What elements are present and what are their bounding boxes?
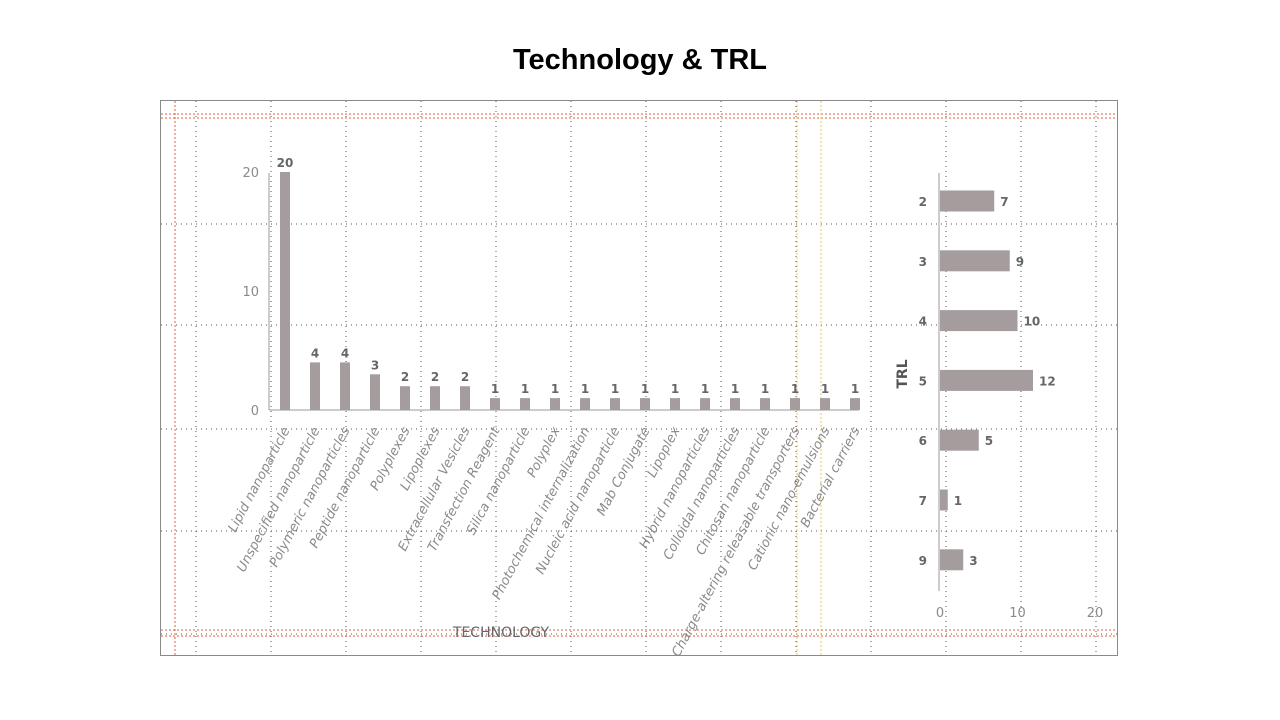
y-tick-label: 0 xyxy=(251,404,259,419)
bar xyxy=(940,250,1010,271)
category-label: 7 xyxy=(919,494,927,508)
data-label: 1 xyxy=(671,382,679,396)
category-label: 2 xyxy=(919,195,927,209)
bar xyxy=(640,398,650,410)
data-label: 20 xyxy=(277,156,294,170)
bar xyxy=(790,398,800,410)
bar xyxy=(940,191,994,212)
y-axis-title: TRL xyxy=(895,359,911,388)
bar xyxy=(940,430,979,451)
bar xyxy=(670,398,680,410)
y-tick-label: 10 xyxy=(242,285,259,300)
x-tick-label: 20 xyxy=(1087,606,1104,621)
data-label: 1 xyxy=(821,382,829,396)
data-label: 2 xyxy=(401,370,409,384)
data-label: 1 xyxy=(954,494,962,508)
bar xyxy=(310,362,320,410)
data-label: 2 xyxy=(461,370,469,384)
data-label: 10 xyxy=(1024,315,1041,329)
bar xyxy=(940,370,1033,391)
x-tick-label: 10 xyxy=(1009,606,1026,621)
bar xyxy=(580,398,590,410)
bar xyxy=(520,398,530,410)
data-label: 1 xyxy=(611,382,619,396)
data-label: 1 xyxy=(641,382,649,396)
data-label: 4 xyxy=(341,346,349,360)
bar xyxy=(610,398,620,410)
data-label: 7 xyxy=(1000,195,1008,209)
category-label: 6 xyxy=(919,434,927,448)
bar xyxy=(820,398,830,410)
x-tick-label: 0 xyxy=(936,606,944,621)
bar xyxy=(460,386,470,410)
data-label: 1 xyxy=(521,382,529,396)
data-label: 1 xyxy=(491,382,499,396)
x-axis-title: TECHNOLOGY xyxy=(452,625,550,641)
data-label: 9 xyxy=(1016,255,1024,269)
technology-chart: 0102020Lipid nanoparticle4Unspecified na… xyxy=(226,156,864,655)
category-label: 5 xyxy=(919,374,927,388)
data-label: 1 xyxy=(791,382,799,396)
y-tick-label: 20 xyxy=(242,166,259,181)
category-label: 3 xyxy=(919,255,927,269)
data-label: 3 xyxy=(969,554,977,568)
data-label: 5 xyxy=(985,434,993,448)
category-label: 4 xyxy=(919,315,927,329)
data-label: 12 xyxy=(1039,374,1056,388)
bar xyxy=(490,398,500,410)
bar xyxy=(400,386,410,410)
data-label: 1 xyxy=(851,382,859,396)
data-label: 1 xyxy=(701,382,709,396)
bar xyxy=(850,398,860,410)
chart-canvas: 0102020Lipid nanoparticle4Unspecified na… xyxy=(161,101,1117,655)
bar xyxy=(940,549,963,570)
trl-chart: 0 10 20 7 2 9 3 10 4 12 5 5 6 1 7 3 9 TRL xyxy=(895,173,1103,621)
data-label: 2 xyxy=(431,370,439,384)
data-label: 4 xyxy=(311,346,319,360)
bar xyxy=(280,172,290,410)
bar xyxy=(430,386,440,410)
bar xyxy=(550,398,560,410)
data-label: 1 xyxy=(731,382,739,396)
bar xyxy=(340,362,350,410)
category-label: 9 xyxy=(919,554,927,568)
bar xyxy=(940,310,1018,331)
chart-frame: 0102020Lipid nanoparticle4Unspecified na… xyxy=(160,100,1118,656)
bar xyxy=(940,490,948,511)
bar xyxy=(370,374,380,410)
bar xyxy=(730,398,740,410)
data-label: 1 xyxy=(551,382,559,396)
bar xyxy=(700,398,710,410)
data-label: 3 xyxy=(371,358,379,372)
data-label: 1 xyxy=(581,382,589,396)
data-label: 1 xyxy=(761,382,769,396)
bar xyxy=(760,398,770,410)
chart-title: Technology & TRL xyxy=(0,44,1280,77)
